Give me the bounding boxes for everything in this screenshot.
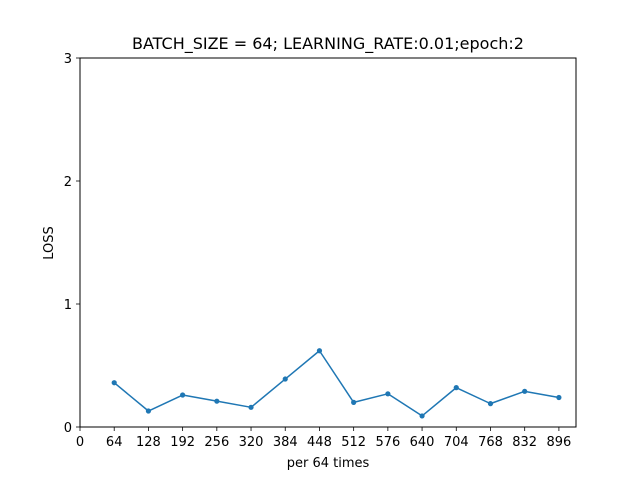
data-point bbox=[282, 376, 288, 382]
x-tick-label: 384 bbox=[273, 435, 298, 450]
x-tick-label: 0 bbox=[76, 435, 84, 450]
plot-area bbox=[80, 58, 576, 427]
y-tick-label: 2 bbox=[64, 175, 72, 190]
y-axis-label: LOSS bbox=[42, 226, 57, 260]
chart-title: BATCH_SIZE = 64; LEARNING_RATE:0.01;epoc… bbox=[132, 34, 524, 54]
x-tick-label: 640 bbox=[410, 435, 435, 450]
data-point bbox=[316, 348, 323, 354]
x-tick-label: 576 bbox=[375, 435, 400, 450]
x-tick-label: 128 bbox=[136, 435, 161, 450]
x-axis-ticks: 0 64 128 192 256 320 384 448 512 576 640 704 768 832 8… bbox=[76, 427, 571, 450]
data-point bbox=[453, 385, 459, 391]
y-tick-label: 0 bbox=[64, 421, 72, 436]
data-point bbox=[487, 401, 494, 407]
plot-frame bbox=[79, 57, 577, 428]
data-point bbox=[248, 404, 254, 410]
x-tick-label: 704 bbox=[444, 435, 469, 450]
y-tick-label: 3 bbox=[64, 52, 72, 67]
data-point bbox=[145, 408, 152, 414]
data-point bbox=[180, 392, 186, 398]
data-point bbox=[556, 394, 562, 401]
data-point bbox=[522, 388, 528, 394]
x-tick-label: 832 bbox=[512, 435, 537, 450]
x-tick-label: 768 bbox=[478, 435, 503, 450]
data-point bbox=[214, 398, 220, 404]
loss-series-points bbox=[111, 348, 562, 419]
data-point bbox=[111, 380, 117, 386]
x-tick-label: 320 bbox=[239, 435, 264, 450]
data-point bbox=[351, 399, 357, 405]
x-tick-label: 192 bbox=[170, 435, 195, 450]
x-axis-label: per 64 times bbox=[287, 456, 370, 471]
data-point bbox=[419, 413, 425, 419]
loss-series-line bbox=[113, 349, 560, 417]
x-tick-label: 448 bbox=[307, 435, 332, 450]
data-point bbox=[385, 391, 391, 397]
y-axis-ticks: 0 1 2 3 bbox=[64, 52, 80, 436]
x-tick-label: 256 bbox=[204, 435, 229, 450]
y-tick-label: 1 bbox=[64, 298, 72, 313]
x-tick-label: 64 bbox=[106, 435, 123, 450]
x-tick-label: 896 bbox=[546, 435, 571, 450]
x-tick-label: 512 bbox=[341, 435, 366, 450]
